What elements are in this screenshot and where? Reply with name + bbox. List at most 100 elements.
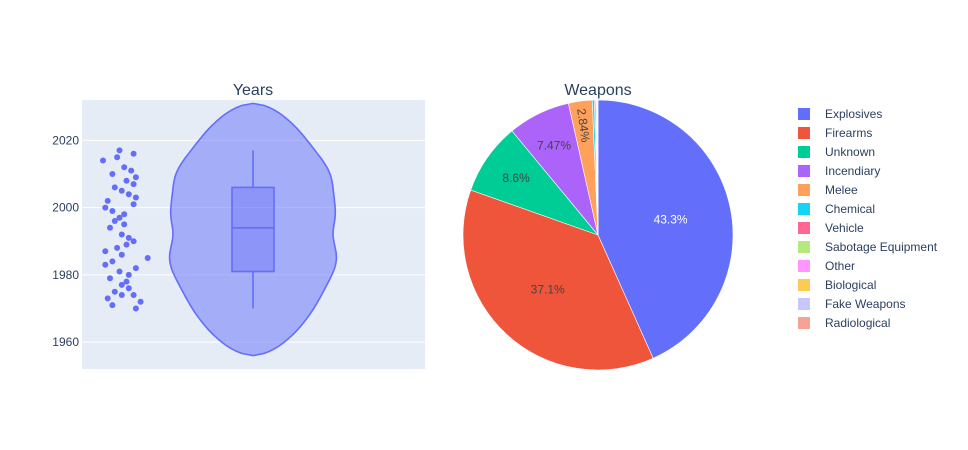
data-point — [144, 255, 151, 261]
data-point — [130, 201, 137, 208]
legend-label: Chemical — [825, 202, 875, 216]
data-point — [121, 221, 128, 228]
legend-swatch — [798, 222, 810, 234]
data-point — [125, 271, 132, 278]
pie-slice-firearms — [462, 189, 654, 371]
data-point — [109, 208, 116, 214]
pie-slice-label: 2.84% — [574, 108, 592, 144]
legend: Explosives Firearms Unknown Incendiary Melee… — [798, 107, 938, 330]
data-point — [132, 174, 139, 181]
legend-item[interactable]: Sabotage Equipment — [798, 240, 938, 254]
legend-label: Radiological — [825, 316, 890, 330]
data-point — [102, 248, 109, 255]
legend-item[interactable]: Fake Weapons — [798, 297, 906, 311]
data-point — [109, 171, 116, 177]
legend-item[interactable]: Chemical — [798, 202, 875, 216]
data-point — [121, 211, 128, 218]
violin-points — [100, 147, 151, 312]
data-point — [111, 288, 118, 295]
data-point — [125, 191, 132, 198]
legend-item[interactable]: Radiological — [798, 316, 890, 330]
legend-item[interactable]: Explosives — [798, 107, 882, 121]
data-point — [104, 197, 111, 204]
data-point — [116, 147, 123, 154]
pie-slice-label: 7.47% — [537, 138, 571, 152]
legend-label: Sabotage Equipment — [825, 240, 938, 254]
violin-body — [168, 102, 338, 357]
data-point — [130, 292, 137, 298]
data-point — [109, 258, 116, 265]
legend-label: Explosives — [825, 107, 882, 121]
pie-labels: 43.3% 37.1% 8.6% 7.47%2.84% — [502, 108, 688, 297]
data-point — [102, 204, 109, 211]
legend-label: Incendiary — [825, 164, 880, 178]
pie-panel: 43.3% 37.1% 8.6% 7.47%2.84% Weapons — [462, 82, 734, 371]
data-point — [132, 265, 139, 272]
data-point — [123, 177, 130, 184]
legend-item[interactable]: Firearms — [798, 126, 872, 140]
legend-item[interactable]: Incendiary — [798, 164, 880, 178]
legend-swatch — [798, 127, 810, 139]
legend-item[interactable]: Unknown — [798, 145, 875, 159]
legend-label: Biological — [825, 278, 876, 292]
legend-item[interactable]: Melee — [798, 183, 858, 197]
data-point — [130, 150, 137, 157]
data-point — [125, 234, 132, 241]
data-point — [123, 241, 130, 248]
data-point — [107, 224, 113, 231]
data-point — [118, 231, 125, 238]
data-point — [111, 184, 118, 191]
legend-label: Other — [825, 259, 855, 273]
legend-swatch — [798, 241, 810, 253]
legend-swatch — [798, 298, 810, 310]
data-point — [123, 278, 130, 285]
data-point — [128, 167, 135, 174]
box — [231, 186, 275, 273]
legend-swatch — [798, 165, 810, 177]
pie-slice-label: 37.1% — [531, 283, 565, 297]
data-point — [118, 251, 125, 258]
legend-swatch — [798, 317, 810, 329]
data-point — [111, 218, 118, 224]
data-point — [102, 261, 109, 268]
y-tick-label: 2000 — [52, 201, 79, 215]
data-point — [116, 214, 123, 221]
data-point — [137, 298, 144, 305]
data-point — [121, 164, 128, 171]
legend-label: Firearms — [825, 126, 872, 140]
legend-label: Unknown — [825, 145, 875, 159]
legend-item[interactable]: Other — [798, 259, 855, 273]
data-point — [125, 285, 132, 292]
legend-swatch — [798, 146, 810, 158]
data-point — [132, 305, 139, 312]
data-point — [130, 181, 137, 188]
violin-y-ticks: 1960 1980 2000 2020 — [52, 133, 79, 349]
legend-label: Fake Weapons — [825, 297, 906, 311]
data-point — [116, 268, 123, 275]
pie-title: Weapons — [564, 82, 631, 99]
data-point — [132, 194, 139, 201]
legend-item[interactable]: Biological — [798, 278, 876, 292]
data-point — [114, 154, 121, 161]
data-point — [104, 295, 111, 302]
data-point — [114, 244, 121, 251]
pie-slices — [462, 99, 734, 371]
data-point — [109, 302, 116, 309]
data-point — [130, 238, 137, 245]
legend-swatch — [798, 184, 810, 196]
legend-item[interactable]: Vehicle — [798, 221, 864, 235]
violin-title: Years — [233, 82, 273, 99]
data-point — [107, 275, 113, 282]
legend-swatch — [798, 108, 810, 120]
legend-swatch — [798, 203, 810, 215]
violin-panel: 1960 1980 2000 2020 Years — [52, 82, 425, 369]
data-point — [118, 281, 125, 288]
y-tick-label: 1960 — [52, 335, 79, 349]
pie-slice-explosives — [597, 99, 734, 359]
legend-label: Vehicle — [825, 221, 864, 235]
legend-swatch — [798, 260, 810, 272]
violin-marks — [168, 102, 338, 357]
pie-slice-label: 43.3% — [654, 213, 688, 227]
y-tick-label: 2020 — [52, 133, 79, 147]
